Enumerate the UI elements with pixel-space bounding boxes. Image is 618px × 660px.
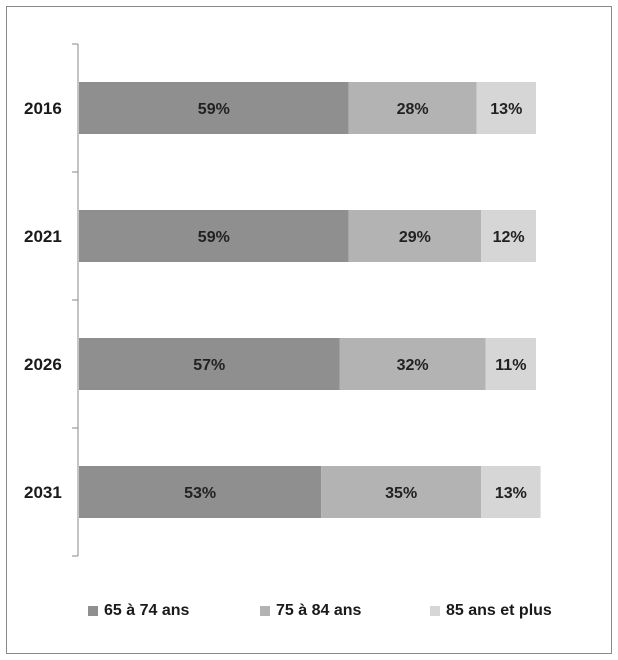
bar-segment	[485, 338, 536, 390]
category-label: 2016	[24, 99, 62, 118]
legend-item-series-2: 75 à 84 ans	[260, 602, 361, 620]
bar-segment	[339, 338, 486, 390]
bar-segment	[79, 338, 340, 390]
category-label: 2026	[24, 355, 62, 374]
data-label: 57%	[193, 357, 225, 374]
bar-segment	[481, 466, 541, 518]
legend-label: 65 à 74 ans	[104, 602, 190, 619]
legend-swatch	[88, 606, 98, 616]
bar-segment	[79, 210, 349, 262]
data-label: 12%	[493, 229, 525, 246]
bar-segment	[321, 466, 482, 518]
legend-item-series-3: 85 ans et plus	[430, 602, 552, 620]
bar-segment	[79, 82, 349, 134]
bar-segment	[79, 466, 322, 518]
category-label: 2031	[24, 483, 62, 502]
legend-swatch	[260, 606, 270, 616]
data-label: 35%	[385, 485, 417, 502]
data-label: 13%	[490, 101, 522, 118]
stacked-bar-chart: 2016 59% 28% 13% 2021 59% 29% 12% 2026 57% 32% 11% 2…	[24, 43, 541, 557]
data-label: 32%	[397, 357, 429, 374]
data-label: 28%	[397, 101, 429, 118]
bar-segment	[348, 82, 477, 134]
legend-label: 85 ans et plus	[446, 602, 552, 619]
legend-swatch	[430, 606, 440, 616]
data-label: 29%	[399, 229, 431, 246]
bar-segment	[348, 210, 482, 262]
bar-segment	[481, 210, 536, 262]
data-label: 11%	[495, 357, 526, 374]
data-label: 13%	[495, 485, 527, 502]
legend-item-series-1: 65 à 74 ans	[88, 602, 189, 620]
legend-label: 75 à 84 ans	[276, 602, 362, 619]
data-label: 59%	[198, 229, 230, 246]
category-label: 2021	[24, 227, 62, 246]
data-label: 59%	[198, 101, 230, 118]
bar-segment	[476, 82, 536, 134]
chart-legend: 65 à 74 ans 75 à 84 ans 85 ans et plus	[0, 602, 618, 632]
data-label: 53%	[184, 485, 216, 502]
